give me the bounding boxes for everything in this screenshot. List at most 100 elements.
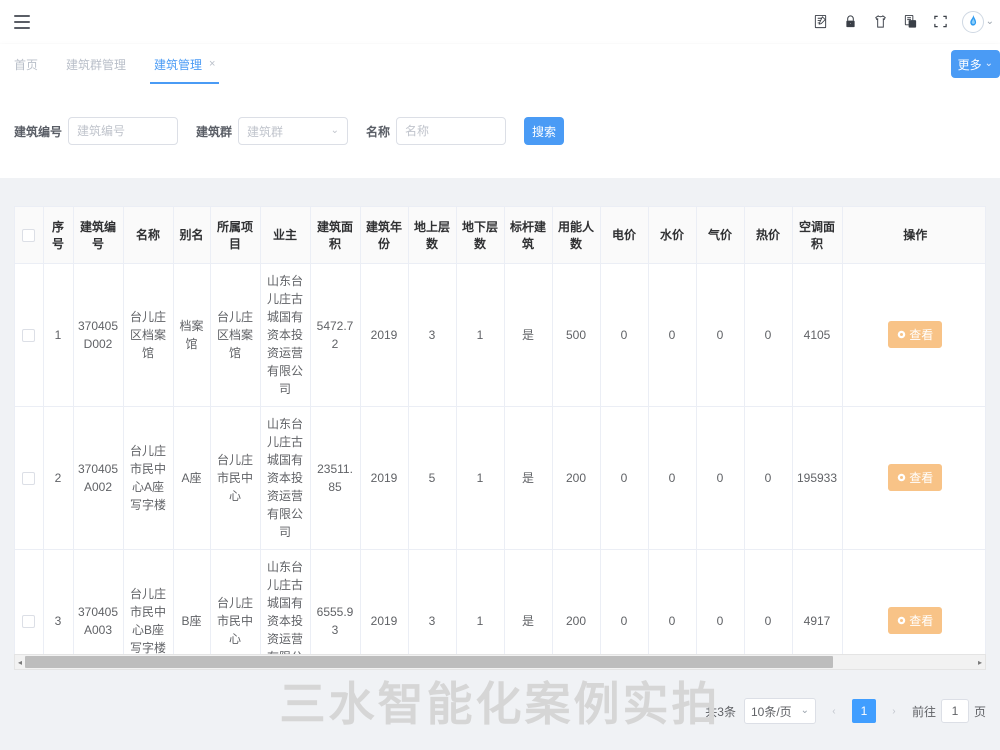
table-body: 1 370405D002 台儿庄区档案馆 档案馆 台儿庄区档案馆 山东台儿庄古城…: [15, 263, 985, 660]
view-button-label: 查看: [909, 614, 934, 628]
scroll-left-arrow-icon[interactable]: ◂: [17, 657, 22, 667]
header-gas-price[interactable]: 气价: [696, 207, 745, 264]
header-index[interactable]: 序号: [43, 207, 74, 264]
view-button[interactable]: 查看: [888, 607, 943, 634]
row-select-cell: [15, 549, 44, 660]
pagination: 共3条 10条/页 ⌄ ‹ 1 › 前往 页: [705, 698, 986, 724]
select-all-checkbox[interactable]: [22, 228, 36, 242]
pagination-prev-icon[interactable]: ‹: [832, 705, 836, 717]
cell-area: 6555.93: [310, 549, 361, 660]
cell-water-price: 0: [648, 549, 697, 660]
search-panel: 建筑编号 建筑群 建筑群 ⌄ 名称 搜索: [0, 84, 1000, 178]
cell-floors-above: 5: [408, 406, 457, 550]
building-group-select-value: 建筑群: [247, 124, 284, 139]
row-checkbox[interactable]: [22, 614, 36, 628]
view-button[interactable]: 查看: [888, 464, 943, 491]
cell-gas-price: 0: [696, 263, 745, 407]
row-checkbox[interactable]: [22, 328, 36, 342]
cell-gas-price: 0: [696, 549, 745, 660]
user-avatar[interactable]: [961, 10, 984, 33]
cell-water-price: 0: [648, 406, 697, 550]
header-project[interactable]: 所属项目: [210, 207, 261, 264]
cell-index: 1: [43, 263, 74, 407]
cell-name: 台儿庄区档案馆: [123, 263, 174, 407]
page-size-value: 10条/页: [750, 704, 792, 719]
tab-label: 建筑管理: [154, 57, 203, 72]
form-document-icon[interactable]: [812, 13, 829, 30]
close-icon[interactable]: ×: [209, 57, 216, 70]
header-building-no[interactable]: 建筑编号: [73, 207, 124, 264]
jump-page-input[interactable]: [940, 699, 969, 723]
tab-building-management[interactable]: 建筑管理 ×: [140, 44, 229, 84]
row-select-cell: [15, 263, 44, 407]
eye-icon: [897, 473, 906, 482]
more-button[interactable]: 更多 ⌄: [950, 50, 1000, 78]
header-name[interactable]: 名称: [123, 207, 174, 264]
lock-icon[interactable]: [842, 13, 859, 30]
cell-heat-price: 0: [744, 406, 793, 550]
cell-year: 2019: [360, 406, 409, 550]
pagination-next-icon[interactable]: ›: [892, 705, 896, 717]
table-row[interactable]: 3 370405A003 台儿庄市民中心B座写字楼 B座 台儿庄市民中心 山东台…: [15, 549, 985, 660]
table-header-row: 序号 建筑编号 名称 别名 所属项目 业主 建筑面积 建筑年份 地上层数 地下层…: [15, 207, 985, 264]
scroll-right-arrow-icon[interactable]: ▸: [977, 657, 982, 667]
tab-building-group-management[interactable]: 建筑群管理: [52, 44, 140, 84]
table-row[interactable]: 2 370405A002 台儿庄市民中心A座写字楼 A座 台儿庄市民中心 山东台…: [15, 406, 985, 550]
user-avatar-menu[interactable]: ⌄: [961, 10, 994, 33]
header-ac-area[interactable]: 空调面积: [792, 207, 843, 264]
building-group-select[interactable]: 建筑群 ⌄: [238, 117, 349, 145]
search-button[interactable]: 搜索: [524, 117, 565, 145]
building-no-input[interactable]: [68, 117, 179, 145]
header-owner[interactable]: 业主: [260, 207, 311, 264]
cell-ac-area: 195933: [792, 406, 843, 550]
pagination-page-1[interactable]: 1: [851, 699, 876, 723]
fullscreen-icon[interactable]: [932, 13, 949, 30]
pagination-total: 共3条: [705, 704, 736, 719]
cell-people: 200: [552, 406, 601, 550]
cell-owner: 山东台儿庄古城国有资本投资运营有限公司: [260, 263, 311, 407]
cell-year: 2019: [360, 549, 409, 660]
cell-alias: A座: [173, 406, 211, 550]
header-heat-price[interactable]: 热价: [744, 207, 793, 264]
tab-home[interactable]: 首页: [0, 44, 52, 84]
chevron-down-icon[interactable]: ⌄: [985, 15, 994, 27]
hamburger-menu-icon[interactable]: [8, 8, 36, 36]
view-button[interactable]: 查看: [888, 321, 943, 348]
header-people[interactable]: 用能人数: [552, 207, 601, 264]
cell-owner: 山东台儿庄古城国有资本投资运营有限公司: [260, 549, 311, 660]
table-horizontal-scrollbar[interactable]: ◂ ▸: [14, 654, 986, 670]
cell-area: 5472.72: [310, 263, 361, 407]
cell-heat-price: 0: [744, 549, 793, 660]
cell-benchmark: 是: [504, 263, 553, 407]
cell-building-no: 370405D002: [73, 263, 124, 407]
view-button-label: 查看: [909, 471, 934, 485]
header-floors-above[interactable]: 地上层数: [408, 207, 457, 264]
chevron-down-icon: ⌄: [800, 705, 809, 716]
theme-shirt-icon[interactable]: [872, 13, 889, 30]
header-alias[interactable]: 别名: [173, 207, 211, 264]
building-group-label: 建筑群: [196, 124, 233, 139]
header-area[interactable]: 建筑面积: [310, 207, 361, 264]
table-row[interactable]: 1 370405D002 台儿庄区档案馆 档案馆 台儿庄区档案馆 山东台儿庄古城…: [15, 263, 985, 407]
header-water-price[interactable]: 水价: [648, 207, 697, 264]
header-elec-price[interactable]: 电价: [600, 207, 649, 264]
cell-project: 台儿庄区档案馆: [210, 263, 261, 407]
chevron-down-icon: ⌄: [984, 58, 993, 69]
scrollbar-thumb[interactable]: [25, 656, 833, 668]
scrollbar-track[interactable]: [25, 655, 975, 669]
cell-building-no: 370405A002: [73, 406, 124, 550]
copy-layers-icon[interactable]: [902, 13, 919, 30]
cell-index: 2: [43, 406, 74, 550]
jump-suffix-label: 页: [973, 704, 986, 719]
header-floors-below[interactable]: 地下层数: [456, 207, 505, 264]
name-input[interactable]: [396, 117, 507, 145]
page-size-select[interactable]: 10条/页 ⌄: [743, 698, 816, 724]
row-checkbox[interactable]: [22, 471, 36, 485]
more-button-label: 更多: [957, 57, 982, 72]
header-benchmark[interactable]: 标杆建筑: [504, 207, 553, 264]
cell-year: 2019: [360, 263, 409, 407]
cell-project: 台儿庄市民中心: [210, 549, 261, 660]
header-year[interactable]: 建筑年份: [360, 207, 409, 264]
cell-benchmark: 是: [504, 406, 553, 550]
